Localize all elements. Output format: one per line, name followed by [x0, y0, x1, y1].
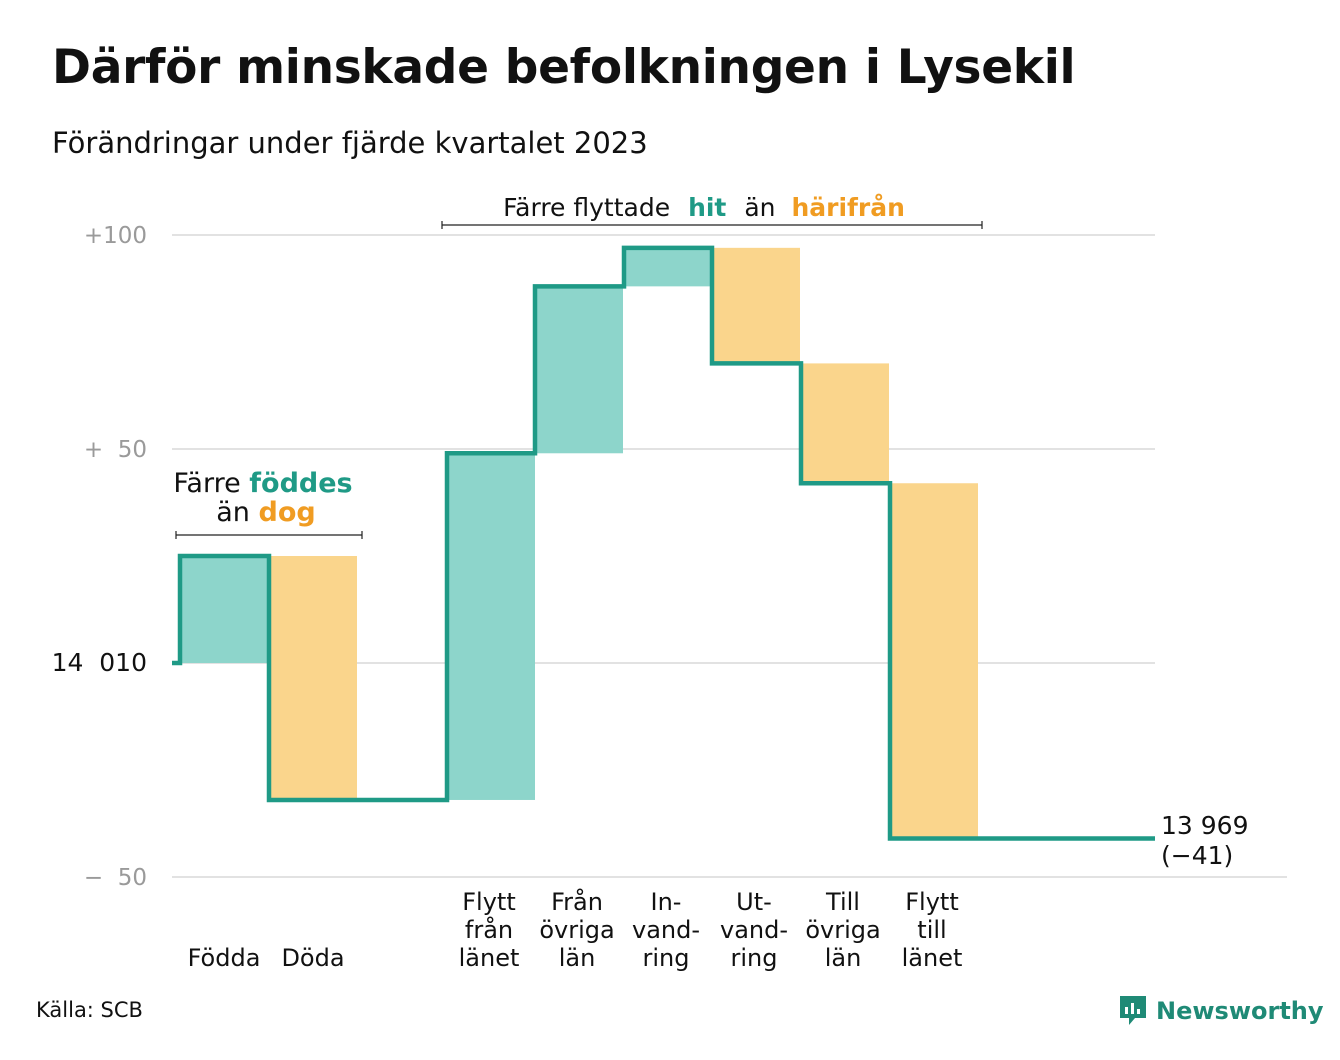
newsworthy-logo-icon [1120, 996, 1146, 1025]
bar-decrease [269, 556, 357, 800]
x-tick-label: län [559, 944, 596, 972]
x-tick-label: övriga [539, 916, 614, 944]
annotation-births-hi2: dog [259, 497, 316, 528]
x-tick-label: Till [825, 888, 860, 916]
bar-increase [624, 247, 712, 287]
grid-lines [172, 234, 1287, 878]
end-value-label: 13 969 [1161, 811, 1248, 840]
y-tick-label: 14 010 [52, 648, 147, 677]
annotation-migration-hi2: härifrån [791, 193, 904, 222]
x-tick-label: från [465, 915, 513, 944]
annotation-migration-mid: än [744, 193, 775, 222]
y-tick-label: + 50 [84, 437, 147, 463]
annotation-migration: Färre flyttade hit än härifrån [503, 193, 905, 222]
bar-increase [535, 286, 623, 454]
source-note: Källa: SCB [36, 998, 143, 1022]
x-tick-label: Från [551, 887, 603, 916]
page-title: Därför minskade befolkningen i Lysekil [52, 40, 1076, 95]
page-subtitle: Förändringar under fjärde kvartalet 2023 [52, 126, 648, 160]
end-change-label: (−41) [1161, 841, 1233, 870]
annotation-births-mid: än [216, 497, 250, 528]
annotation-births-hi1: föddes [249, 468, 352, 499]
annotation-migration-pre: Färre flyttade [503, 193, 670, 222]
x-tick-label: In- [651, 888, 682, 916]
x-tick-label: länet [902, 944, 963, 972]
y-tick-label: +100 [84, 223, 147, 249]
x-tick-label: ring [731, 944, 778, 972]
bar-increase [447, 453, 535, 800]
annotation-births-line2: än dog [216, 497, 315, 528]
x-tick-label: länet [459, 944, 520, 972]
y-axis-ticks: +100 + 50 14 010 − 50 [52, 223, 147, 891]
annotation-births-pre: Färre [173, 468, 240, 499]
x-tick-label: Flytt [905, 888, 959, 916]
x-tick-label: vand- [632, 916, 700, 944]
bar-decrease [890, 483, 978, 839]
logo-text: Newsworthy [1156, 997, 1324, 1025]
x-tick-label: Ut- [736, 888, 772, 916]
annotation-migration-hi1: hit [688, 193, 726, 222]
bar-decrease [712, 247, 800, 364]
x-tick-label: övriga [805, 916, 880, 944]
x-tick-label: till [917, 916, 946, 944]
annotation-brackets [175, 221, 983, 539]
step-line [172, 245, 1155, 841]
bars [180, 247, 978, 839]
x-tick-label: ring [643, 944, 690, 972]
x-tick-label: Flytt [462, 888, 516, 916]
bar-increase [180, 556, 268, 663]
x-tick-label: län [825, 944, 862, 972]
annotation-births-line1: Färre föddes [173, 468, 352, 499]
newsworthy-logo: Newsworthy [1118, 994, 1324, 1028]
y-tick-label: − 50 [84, 865, 147, 891]
x-tick-label: vand- [720, 916, 788, 944]
bar-decrease [801, 363, 889, 484]
x-tick-label: Döda [281, 944, 344, 972]
x-tick-label: Födda [188, 944, 261, 972]
step-line-path [172, 245, 1155, 841]
x-axis-labels: Födda DödaFlyttfrånlänetFrånövrigalänIn-v… [188, 887, 963, 972]
